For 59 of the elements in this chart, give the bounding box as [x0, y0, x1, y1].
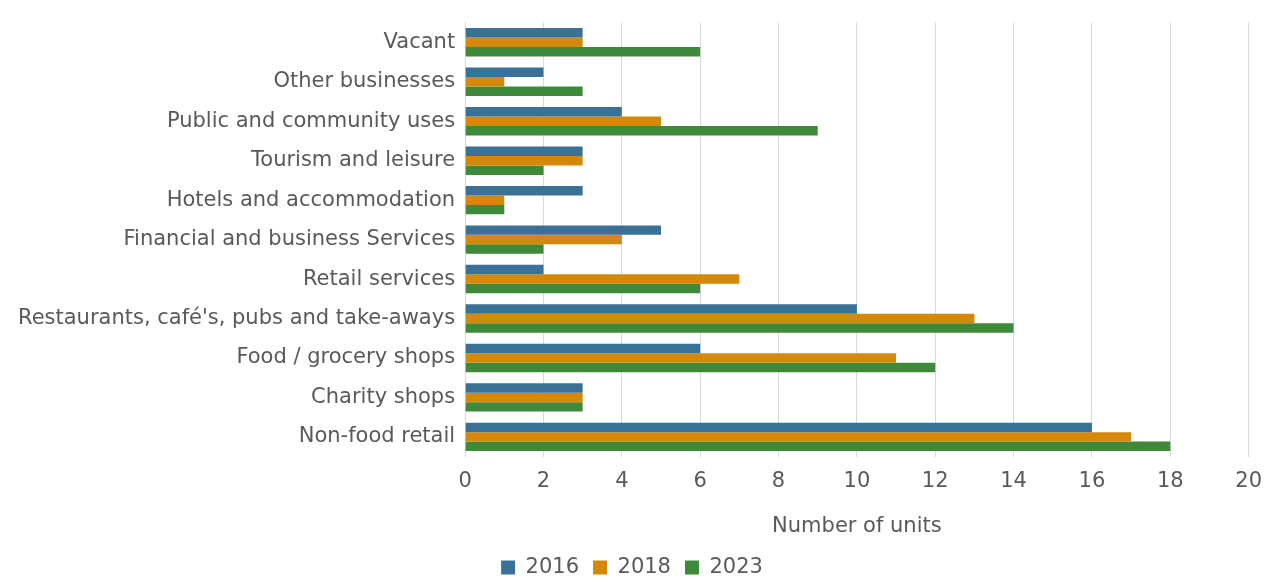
bar — [465, 362, 936, 373]
y-tick-label: Other businesses — [273, 68, 456, 93]
y-tick-label: Hotels and accommodation — [166, 186, 456, 211]
bar — [465, 77, 505, 87]
bar — [465, 204, 505, 215]
bar — [465, 323, 1014, 333]
bar — [465, 195, 505, 205]
bar — [465, 304, 857, 314]
x-tick-label: 10 — [843, 467, 871, 492]
bar — [465, 225, 661, 235]
y-tick-label: Food / grocery shops — [236, 344, 456, 369]
x-tick-label: 16 — [1078, 467, 1106, 492]
bar — [465, 422, 1092, 433]
bar — [465, 264, 544, 275]
bar — [465, 146, 583, 156]
y-tick-label: Vacant — [383, 28, 456, 53]
bar — [465, 185, 583, 196]
bar — [465, 313, 975, 324]
bar — [465, 283, 701, 294]
bar — [465, 155, 583, 166]
x-tick-label: 18 — [1156, 467, 1184, 492]
bar — [465, 47, 701, 57]
legend-label: 2018 — [617, 553, 671, 578]
x-tick-label: 4 — [615, 467, 629, 492]
x-tick-label: 6 — [693, 467, 707, 492]
x-tick-label: 2 — [536, 467, 551, 492]
bar — [465, 67, 544, 78]
x-tick-label: 12 — [921, 467, 949, 492]
bar — [465, 234, 622, 245]
bar — [465, 28, 583, 38]
y-tick-label: Charity shops — [311, 383, 456, 408]
bar — [465, 116, 661, 126]
bar — [465, 383, 583, 393]
x-tick-label: 0 — [458, 467, 472, 492]
x-axis-title: Number of units — [772, 512, 942, 537]
x-tick-label: 8 — [771, 467, 786, 492]
bar — [465, 343, 701, 354]
legend-label: 2016 — [525, 553, 580, 578]
bar — [465, 86, 583, 96]
bar — [465, 441, 1171, 452]
y-tick-label: Non-food retail — [298, 423, 456, 448]
y-tick-label: Financial and business Services — [123, 226, 456, 251]
bar — [465, 125, 818, 136]
bar — [465, 107, 622, 117]
bar — [465, 392, 583, 403]
bar — [465, 244, 544, 254]
bar — [465, 165, 544, 175]
y-tick-label: Public and community uses — [166, 107, 456, 132]
x-tick-label: 20 — [1235, 467, 1263, 492]
bar — [465, 274, 740, 284]
y-tick-label: Tourism and leisure — [250, 147, 456, 172]
bar — [465, 432, 1132, 442]
x-tick-label: 14 — [1000, 467, 1027, 492]
bar — [465, 37, 583, 48]
bar — [465, 353, 897, 363]
y-tick-label: Restaurants, café's, pubs and take-aways — [17, 304, 456, 329]
legend-label: 2023 — [709, 553, 763, 578]
bar — [465, 402, 583, 412]
y-tick-label: Retail services — [302, 265, 456, 290]
